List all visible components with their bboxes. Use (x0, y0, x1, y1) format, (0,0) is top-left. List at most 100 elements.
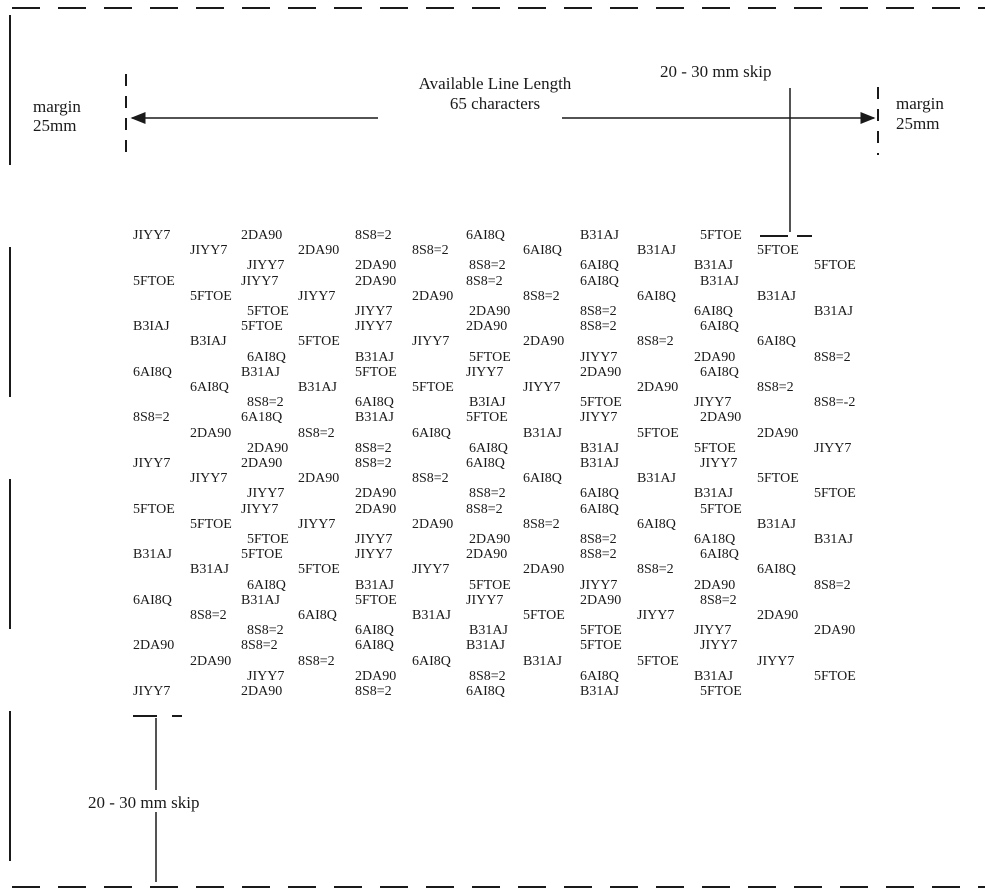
grid-cell: 2DA90 (466, 547, 508, 563)
grid-cell: B31AJ (580, 456, 619, 471)
grid-cell: 5FTOE (580, 623, 622, 639)
grid-cell: 8S8=2 (190, 608, 227, 623)
grid-cell: 8S8=2 (412, 471, 449, 487)
grid-cell: 8S8=2 (466, 273, 503, 289)
grid-cell: 5FTOE (700, 684, 742, 699)
grid-cell: JIYY7 (355, 532, 393, 547)
grid-cell: 8S8=2 (469, 668, 506, 684)
grid-cell: 5FTOE (247, 532, 289, 547)
grid-cell: JIYY7 (355, 304, 393, 319)
grid-cell: 2DA90 (814, 623, 856, 639)
grid-cell: 6AI8Q (355, 638, 394, 654)
grid-cell: 2DA90 (523, 334, 565, 350)
grid-cell: JIYY7 (466, 364, 504, 380)
grid-cell: JIYY7 (247, 668, 285, 684)
grid-cell: 8S8=2 (298, 653, 335, 669)
grid-cell: JIYY7 (241, 273, 279, 289)
left-margin-label: margin (33, 97, 81, 116)
grid-cell: 5FTOE (241, 547, 283, 563)
bottom-skip-label: 20 - 30 mm skip (88, 793, 200, 812)
grid-cell: 6AI8Q (412, 653, 451, 669)
grid-cell: 5FTOE (637, 425, 679, 441)
grid-cell: 6AI8Q (637, 288, 676, 304)
grid-cell: 5FTOE (814, 668, 856, 684)
grid-cell: 8S8=2 (133, 410, 170, 426)
grid-cell: JIYY7 (298, 288, 336, 304)
grid-cell: JIYY7 (190, 243, 228, 259)
grid-cell: 6AI8Q (523, 243, 562, 259)
grid-cell: 5FTOE (298, 334, 340, 350)
grid-cell: 5FTOE (469, 577, 511, 593)
grid-cell: 8S8=2 (580, 304, 617, 319)
grid-cell: 2DA90 (355, 273, 397, 289)
grid-cell: B3IAJ (190, 334, 227, 350)
grid-cell: B31AJ (757, 288, 796, 304)
grid-cell: 6AI8Q (700, 547, 739, 563)
grid-cell: 2DA90 (241, 456, 283, 471)
grid-cell: B31AJ (694, 668, 733, 684)
grid-cell: 8S8=2 (241, 638, 278, 654)
grid-cell: 8S8=2 (355, 440, 392, 456)
grid-cell: 8S8=2 (247, 623, 284, 639)
grid-cell: 8S8=2 (466, 501, 503, 517)
grid-cell: 6AI8Q (133, 592, 172, 608)
grid-cell: 5FTOE (694, 440, 736, 456)
grid-cell: 2DA90 (298, 243, 340, 259)
grid-cell: 2DA90 (694, 349, 736, 365)
grid-cell: B31AJ (814, 304, 853, 319)
grid-cell: 2DA90 (298, 471, 340, 487)
grid-cell: B31AJ (355, 577, 394, 593)
grid-cell: 6AI8Q (247, 349, 286, 365)
grid-cell: B31AJ (355, 349, 394, 365)
grid-cell: JIYY7 (355, 547, 393, 563)
grid-cell: 5FTOE (190, 516, 232, 532)
grid-cell: 2DA90 (523, 562, 565, 578)
grid-cell: 6AI8Q (466, 228, 505, 243)
grid-cell: JIYY7 (190, 471, 228, 487)
grid-cell: 2DA90 (241, 228, 283, 243)
line-length-title: Available Line Length (418, 74, 572, 93)
grid-cell: 2DA90 (355, 501, 397, 517)
grid-cell: 8S8=2 (814, 577, 851, 593)
grid-cell: 8S8=2 (355, 228, 392, 243)
grid-cell: 8S8=2 (700, 592, 737, 608)
grid-cell: 6AI8Q (469, 440, 508, 456)
grid-cell: 2DA90 (190, 653, 232, 669)
grid-cell: B31AJ (637, 243, 676, 259)
grid-cell: 6AI8Q (412, 425, 451, 441)
grid-cell: 2DA90 (355, 486, 397, 502)
grid-cell: 5FTOE (814, 258, 856, 274)
grid-cell: 5FTOE (580, 395, 622, 411)
grid-cell: JIYY7 (700, 638, 738, 654)
grid-cell: JIYY7 (580, 410, 618, 426)
grid-cell: 2DA90 (694, 577, 736, 593)
grid-cell: B31AJ (241, 592, 280, 608)
grid-cell: 8S8=2 (637, 334, 674, 350)
grid-cell: 5FTOE (133, 273, 175, 289)
grid-cell: JIYY7 (133, 228, 171, 243)
grid-cell: 8S8=2 (355, 456, 392, 471)
grid-cell: JIYY7 (412, 562, 450, 578)
grid-cell: B31AJ (757, 516, 796, 532)
grid-cell: JIYY7 (523, 380, 561, 395)
grid-cell: 6AI8Q (580, 501, 619, 517)
grid-cell: 5FTOE (469, 349, 511, 365)
grid-cell: 8S8=2 (355, 684, 392, 699)
grid-cell: JIYY7 (247, 486, 285, 502)
grid-cell: 6AI8Q (580, 258, 619, 274)
grid-cell: 8S8=2 (814, 349, 851, 365)
grid-cell: 8S8=2 (469, 486, 506, 502)
top-skip-label: 20 - 30 mm skip (660, 62, 772, 81)
grid-cell: 5FTOE (700, 501, 742, 517)
right-margin-label: margin (896, 94, 944, 113)
grid-cell: 6AI8Q (355, 395, 394, 411)
grid-cell: 8S8=2 (580, 532, 617, 547)
grid-cell: 8S8=2 (247, 395, 284, 411)
grid-cell: B3IAJ (133, 319, 170, 335)
grid-cell: 6AI8Q (355, 623, 394, 639)
grid-cell: B31AJ (355, 410, 394, 426)
grid-cell: 8S8=2 (580, 547, 617, 563)
grid-cell: 2DA90 (412, 288, 454, 304)
